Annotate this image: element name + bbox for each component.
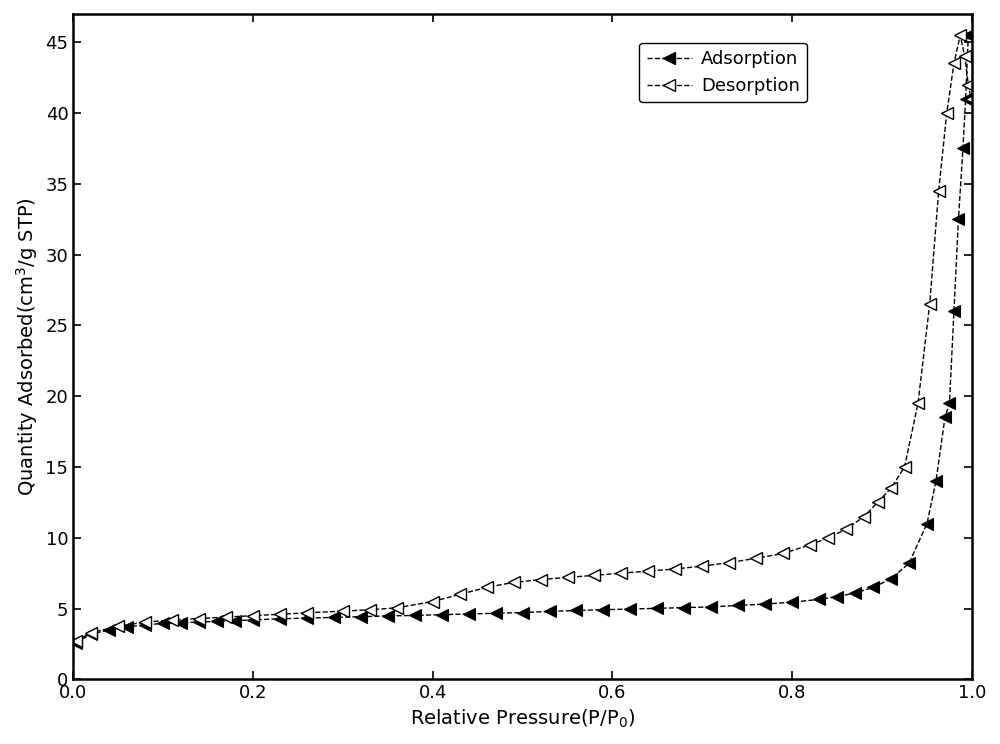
Adsorption [70,638,82,647]
Adsorption [301,614,313,623]
Adsorption [885,574,897,583]
Adsorption [355,612,367,621]
Desorption [899,463,911,472]
Desorption [85,628,97,637]
Desorption [933,187,945,196]
Desorption [804,540,816,549]
Adsorption [759,600,771,609]
Adsorption [960,94,972,103]
Adsorption [957,144,969,153]
Adsorption [157,619,169,628]
Desorption [166,615,178,624]
X-axis label: Relative Pressure(P/P$_0$): Relative Pressure(P/P$_0$) [410,708,635,730]
Adsorption [930,477,942,486]
Adsorption [139,620,151,629]
Adsorption [921,519,933,528]
Desorption [427,597,439,606]
Adsorption [103,626,115,635]
Desorption [112,622,124,631]
Adsorption [274,615,286,623]
Desorption [481,583,493,591]
Line: Desorption: Desorption [70,30,977,647]
Desorption [70,637,82,646]
Desorption [220,612,232,621]
Desorption [822,533,834,542]
Adsorption [624,605,636,614]
Adsorption [732,601,744,610]
Adsorption [463,609,475,618]
Desorption [696,562,708,571]
Adsorption [328,613,340,622]
Adsorption [517,608,529,617]
Adsorption [247,615,259,624]
Adsorption [175,618,187,627]
Desorption [562,573,574,582]
Adsorption [121,623,133,632]
Desorption [924,300,936,309]
Adsorption [382,612,394,620]
Desorption [391,603,403,612]
Desorption [872,498,884,507]
Adsorption [544,607,556,616]
Desorption [885,484,897,493]
Adsorption [831,592,843,601]
Desorption [948,59,960,68]
Adsorption [813,595,825,604]
Desorption [588,571,600,580]
Adsorption [193,618,205,626]
Y-axis label: Quantity Adsorbed(cm$^3$/g STP): Quantity Adsorbed(cm$^3$/g STP) [14,197,40,496]
Adsorption [849,589,861,597]
Desorption [193,614,205,623]
Adsorption [948,307,960,315]
Adsorption [678,603,690,612]
Adsorption [962,31,974,39]
Desorption [954,31,966,39]
Adsorption [211,617,223,626]
Adsorption [85,629,97,638]
Desorption [941,109,953,118]
Desorption [508,578,520,587]
Desorption [615,568,627,577]
Adsorption [597,606,609,615]
Adsorption [570,606,582,615]
Legend: Adsorption, Desorption: Adsorption, Desorption [639,43,807,103]
Desorption [750,554,762,562]
Desorption [642,567,654,576]
Desorption [840,525,852,533]
Adsorption [409,611,421,620]
Desorption [454,590,466,599]
Adsorption [939,413,951,422]
Adsorption [705,603,717,612]
Desorption [858,512,870,521]
Desorption [777,549,789,558]
Desorption [912,399,924,408]
Desorption [274,610,286,619]
Desorption [669,565,681,574]
Desorption [301,609,313,618]
Line: Adsorption: Adsorption [70,30,974,648]
Adsorption [436,610,448,619]
Desorption [965,94,977,103]
Adsorption [867,583,879,591]
Adsorption [903,559,915,568]
Desorption [962,80,974,89]
Desorption [139,618,151,626]
Adsorption [952,215,964,224]
Desorption [247,612,259,620]
Adsorption [490,609,502,618]
Adsorption [229,616,241,625]
Adsorption [651,604,663,613]
Desorption [337,606,349,615]
Desorption [364,606,376,615]
Adsorption [786,597,798,606]
Desorption [535,575,547,584]
Desorption [723,558,735,567]
Desorption [959,52,971,61]
Adsorption [943,399,955,408]
